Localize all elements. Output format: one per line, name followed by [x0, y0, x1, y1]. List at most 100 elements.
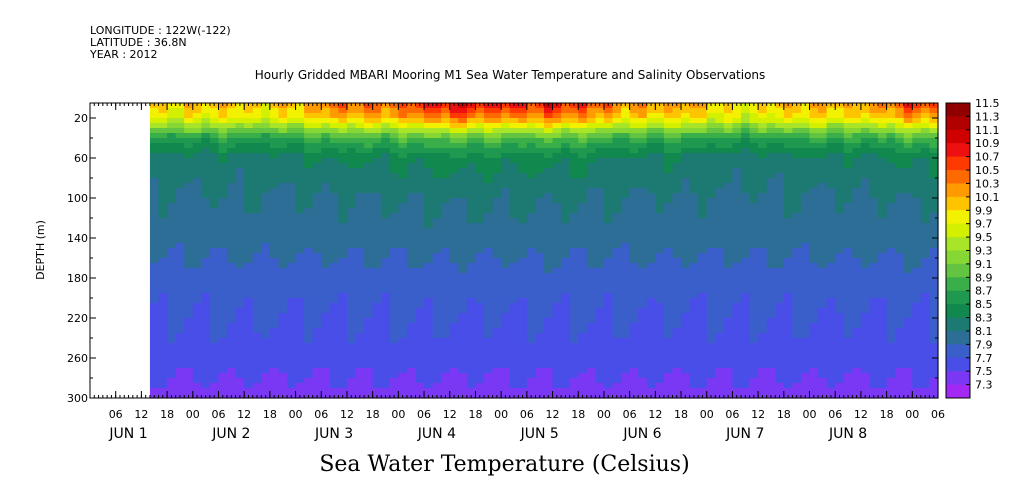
heatmap-cell	[578, 178, 588, 184]
heatmap-cell	[552, 228, 562, 234]
heatmap-cell	[235, 133, 245, 139]
heatmap-cell	[244, 298, 254, 304]
heatmap-cell	[706, 148, 716, 154]
heatmap-cell	[441, 188, 451, 194]
heatmap-cell	[269, 158, 280, 164]
heatmap-cell	[227, 333, 237, 339]
heatmap-cell	[646, 293, 656, 299]
heatmap-cell	[449, 358, 459, 364]
heatmap-cell	[389, 248, 399, 254]
heatmap-cell	[792, 308, 802, 314]
heatmap-cell	[415, 348, 425, 354]
heatmap-cell	[681, 268, 691, 274]
heatmap-cell	[312, 303, 322, 309]
heatmap-cell	[441, 193, 451, 199]
heatmap-cell	[543, 263, 554, 269]
heatmap-cell	[543, 293, 554, 299]
heatmap-cell	[364, 183, 374, 189]
heatmap-cell	[723, 373, 734, 379]
heatmap-cell	[783, 148, 793, 154]
heatmap-cell	[663, 268, 674, 274]
heatmap-cell	[501, 233, 511, 239]
heatmap-cell	[818, 368, 828, 374]
heatmap-cell	[321, 383, 331, 389]
heatmap-cell	[466, 278, 477, 284]
heatmap-cell	[809, 328, 819, 334]
heatmap-cell	[355, 293, 365, 299]
heatmap-cell	[535, 248, 545, 254]
heatmap-cell	[578, 343, 588, 349]
heatmap-cell	[783, 178, 793, 184]
heatmap-cell	[149, 208, 160, 214]
heatmap-cell	[655, 198, 665, 204]
heatmap-cell	[287, 108, 297, 114]
heatmap-cell	[252, 278, 262, 284]
heatmap-cell	[775, 353, 785, 359]
heatmap-cell	[492, 323, 502, 329]
heatmap-cell	[526, 148, 537, 154]
heatmap-cell	[843, 188, 853, 194]
heatmap-cell	[826, 173, 836, 179]
heatmap-cell	[492, 148, 502, 154]
heatmap-cell	[346, 283, 357, 289]
heatmap-cell	[458, 378, 468, 384]
heatmap-cell	[381, 383, 391, 389]
heatmap-cell	[458, 178, 468, 184]
heatmap-cell	[158, 348, 168, 354]
heatmap-cell	[740, 173, 751, 179]
heatmap-cell	[698, 283, 708, 289]
heatmap-cell	[184, 168, 194, 174]
heatmap-cell	[149, 313, 160, 319]
heatmap-cell	[484, 293, 494, 299]
heatmap-cell	[424, 163, 434, 169]
heatmap-cell	[672, 113, 682, 119]
heatmap-cell	[766, 113, 776, 119]
heatmap-cell	[449, 243, 459, 249]
heatmap-cell	[758, 253, 768, 259]
heatmap-cell	[149, 183, 160, 189]
heatmap-cell	[398, 203, 408, 209]
heatmap-cell	[586, 203, 596, 209]
heatmap-cell	[501, 373, 511, 379]
heatmap-cell	[424, 158, 434, 164]
heatmap-cell	[723, 228, 734, 234]
heatmap-cell	[509, 153, 519, 159]
heatmap-cell	[638, 243, 648, 249]
heatmap-cell	[475, 123, 485, 129]
heatmap-cell	[209, 293, 220, 299]
heatmap-cell	[595, 253, 605, 259]
heatmap-cell	[775, 163, 785, 169]
heatmap-cell	[775, 133, 785, 139]
heatmap-cell	[578, 163, 588, 169]
heatmap-cell	[723, 288, 734, 294]
heatmap-cell	[475, 168, 485, 174]
heatmap-cell	[149, 368, 160, 374]
heatmap-cell	[295, 263, 305, 269]
heatmap-cell	[304, 308, 314, 314]
heatmap-cell	[869, 213, 879, 219]
heatmap-cell	[586, 283, 596, 289]
heatmap-cell	[672, 368, 682, 374]
heatmap-cell	[372, 123, 382, 129]
heatmap-cell	[526, 338, 537, 344]
heatmap-cell	[192, 133, 202, 139]
heatmap-cell	[312, 138, 322, 144]
heatmap-cell	[749, 203, 759, 209]
heatmap-cell	[852, 368, 862, 374]
heatmap-cell	[800, 263, 811, 269]
heatmap-cell	[278, 108, 288, 114]
heatmap-cell	[835, 238, 845, 244]
heatmap-cell	[681, 153, 691, 159]
heatmap-cell	[158, 308, 168, 314]
heatmap-cell	[449, 183, 459, 189]
heatmap-cell	[158, 133, 168, 139]
heatmap-cell	[792, 223, 802, 229]
heatmap-cell	[715, 283, 725, 289]
heatmap-cell	[526, 313, 537, 319]
heatmap-cell	[364, 163, 374, 169]
heatmap-cell	[715, 358, 725, 364]
heatmap-cell	[612, 153, 622, 159]
heatmap-cell	[578, 128, 588, 134]
heatmap-cell	[843, 373, 853, 379]
heatmap-cell	[843, 353, 853, 359]
